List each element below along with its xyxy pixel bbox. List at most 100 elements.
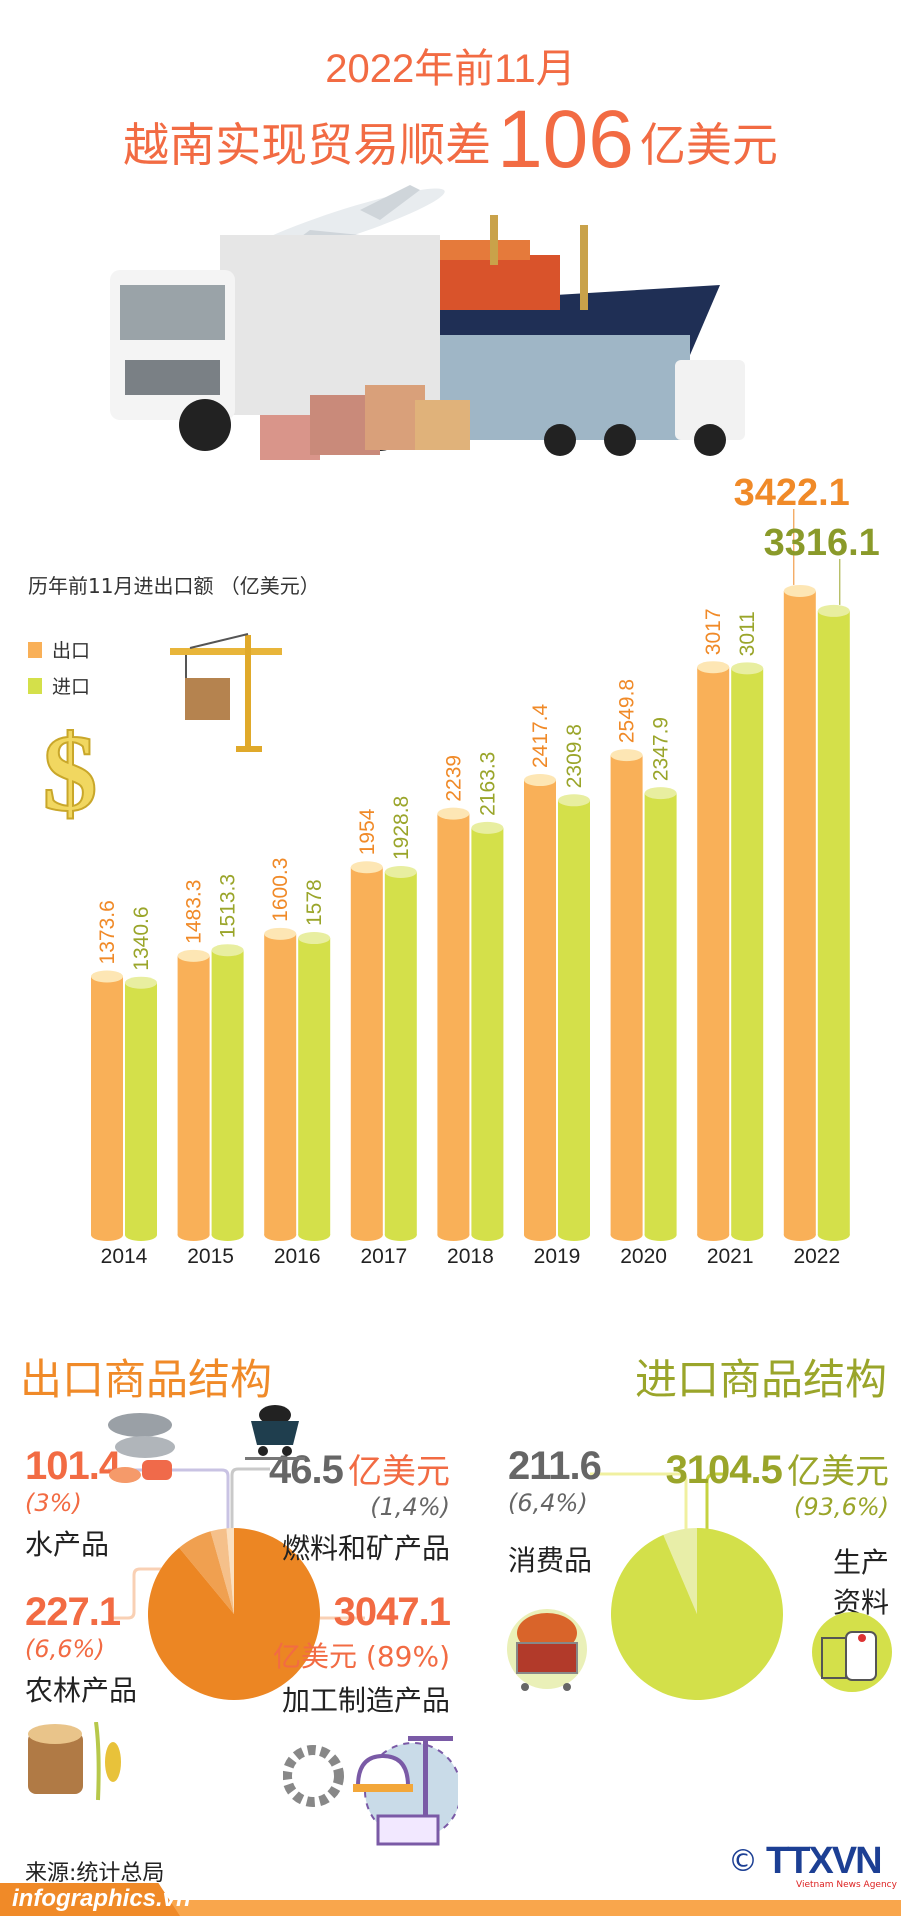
export-fuel-label: 46.5 亿美元 (1,4%) 燃料和矿产品 <box>269 1444 450 1567</box>
bar-export-2020 <box>610 755 643 1235</box>
copyright-icon: © <box>728 1844 758 1879</box>
x-tick-label-2022: 2022 <box>793 1245 840 1268</box>
import-consumer-label: 211.6 (6,4%) 消费品 <box>508 1444 602 1579</box>
bar-top-import-2014 <box>125 976 157 989</box>
x-tick-label-2015: 2015 <box>187 1245 234 1268</box>
leader-line-production <box>705 1472 725 1530</box>
leader-line-fuel <box>230 1467 270 1530</box>
bar-base-export-2015 <box>177 1229 210 1241</box>
data-label-import-2022: 3316.1 <box>764 522 880 564</box>
bar-import-2020 <box>644 793 677 1235</box>
site-link[interactable]: infographics.vn <box>12 1885 191 1912</box>
bar-top-export-2022 <box>783 584 816 597</box>
data-label-export-2017: 1954 <box>356 808 379 855</box>
data-label-import-2021: 3011 <box>736 611 759 656</box>
fuel-name: 燃料和矿产品 <box>281 1532 450 1565</box>
data-label-import-2020: 2347.9 <box>650 717 673 781</box>
seafood-value: 101.4 <box>25 1444 121 1488</box>
manufacturing-value: 3047.1 <box>333 1590 451 1634</box>
x-tick-label-2014: 2014 <box>101 1245 148 1268</box>
seafood-icon <box>108 1413 175 1483</box>
industry-icon <box>283 1736 458 1846</box>
bar-base-import-2019 <box>558 1229 590 1241</box>
data-label-export-2014: 1373.6 <box>96 900 119 964</box>
leader-line-agri <box>110 1567 190 1620</box>
shopping-cart-icon <box>507 1609 587 1691</box>
bar-import-2014 <box>125 982 157 1235</box>
bar-export-2022 <box>783 590 816 1235</box>
data-label-import-2017: 1928.8 <box>390 796 413 860</box>
bar-top-import-2020 <box>644 787 677 800</box>
data-label-export-2020: 2549.8 <box>616 679 639 743</box>
bar-base-export-2016 <box>264 1229 297 1241</box>
bar-top-export-2017 <box>350 861 383 874</box>
data-label-export-2018: 2239 <box>442 755 465 802</box>
bar-base-import-2020 <box>644 1229 677 1241</box>
coal-cart-icon <box>245 1405 305 1460</box>
legend-label-import: 进口 <box>52 676 91 698</box>
legend-item-import: 进口 <box>28 672 90 699</box>
bar-export-2014 <box>91 976 123 1235</box>
bar-base-import-2018 <box>471 1229 504 1241</box>
bar-export-2016 <box>264 933 297 1235</box>
bar-top-export-2015 <box>177 949 210 962</box>
production-unit: 亿美元 <box>787 1452 889 1492</box>
wood-rice-icon <box>28 1722 121 1801</box>
leader-line-consumer <box>590 1472 688 1530</box>
bar-top-import-2015 <box>211 944 244 957</box>
bar-import-2019 <box>558 800 590 1235</box>
bar-base-import-2016 <box>298 1229 331 1241</box>
bar-top-import-2016 <box>298 932 331 945</box>
data-label-import-2016: 1578 <box>303 879 326 926</box>
bar-import-2016 <box>298 938 331 1235</box>
production-name-1: 生产 <box>832 1546 889 1579</box>
ttxvn-logo: © TTXVN Vietnam News Agency <box>728 1840 897 1890</box>
x-tick-label-2016: 2016 <box>274 1245 321 1268</box>
chart-title: 历年前11月进出口额 （亿美元） <box>28 574 320 598</box>
export-seafood-label: 101.4 (3%) 水产品 <box>25 1444 121 1563</box>
bar-import-2015 <box>211 950 244 1235</box>
bar-base-import-2015 <box>211 1229 244 1241</box>
consumer-pct: (6,4%) <box>508 1489 588 1517</box>
footer-tab <box>0 1883 180 1916</box>
bar-top-export-2014 <box>91 970 123 983</box>
data-source: 来源:统计总局 <box>25 1861 165 1886</box>
bar-export-2017 <box>350 867 383 1235</box>
dollar-sign-icon: $ <box>42 715 99 825</box>
footer-bar <box>0 1900 901 1916</box>
x-tick-label-2018: 2018 <box>447 1245 494 1268</box>
export-structure-title: 出口商品结构 <box>20 1355 273 1404</box>
bar-top-import-2021 <box>731 662 764 675</box>
seafood-pct: (3%) <box>25 1489 82 1517</box>
bar-base-export-2020 <box>610 1229 643 1241</box>
logo-subtext: Vietnam News Agency <box>796 1880 897 1890</box>
pie-slice-fuel <box>226 1528 234 1614</box>
x-tick-label-2020: 2020 <box>620 1245 667 1268</box>
bar-base-import-2014 <box>125 1229 157 1241</box>
bar-export-2018 <box>437 813 470 1235</box>
bar-top-export-2018 <box>437 807 470 820</box>
bar-export-2015 <box>177 955 210 1235</box>
bar-base-export-2019 <box>524 1229 556 1241</box>
bar-base-import-2021 <box>731 1229 764 1241</box>
pie-slice-seafood <box>210 1528 234 1614</box>
consumer-name: 消费品 <box>508 1544 593 1577</box>
x-tick-label-2017: 2017 <box>360 1245 407 1268</box>
legend-swatch-import <box>28 677 42 694</box>
bar-export-2019 <box>524 780 556 1235</box>
bar-base-export-2018 <box>437 1229 470 1241</box>
data-label-import-2019: 2309.8 <box>563 724 586 788</box>
legend-swatch-export <box>28 641 42 658</box>
bar-top-export-2019 <box>524 774 556 787</box>
pie-slice-production <box>610 1528 783 1700</box>
bar-top-export-2016 <box>264 927 297 940</box>
production-value: 3104.5 <box>665 1448 783 1492</box>
bar-base-import-2017 <box>384 1229 417 1241</box>
import-structure-title: 进口商品结构 <box>634 1355 887 1404</box>
title-prefix: 越南实现贸易顺差 <box>123 118 492 172</box>
bar-import-2021 <box>731 668 764 1235</box>
bar-base-import-2022 <box>817 1229 850 1241</box>
title-line-2: 越南实现贸易顺差106 亿美元 <box>0 99 901 185</box>
import-production-label: 3104.5 亿美元 (93,6%) 生产 资料 <box>666 1444 889 1621</box>
agri-value: 227.1 <box>25 1590 121 1634</box>
